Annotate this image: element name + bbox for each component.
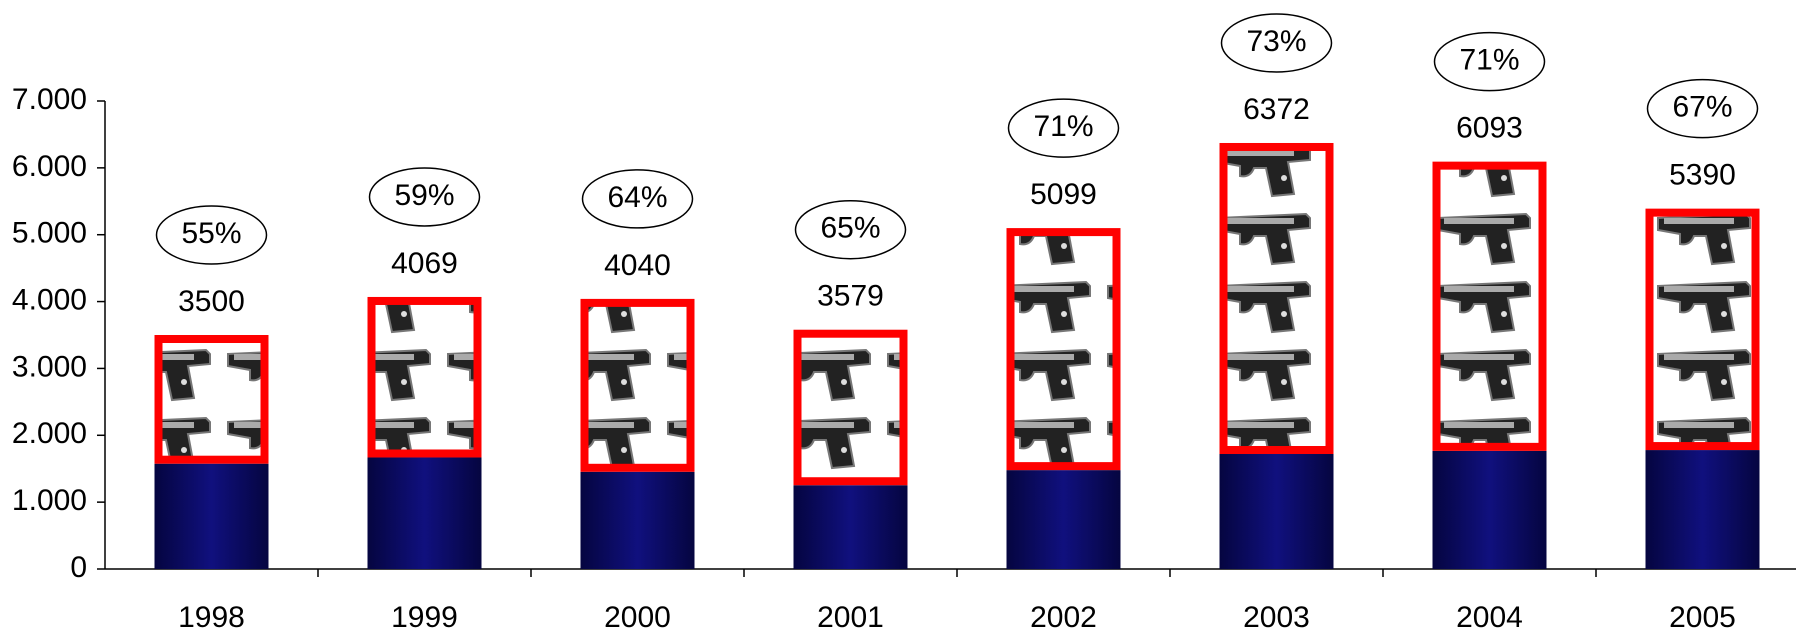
share-ellipse xyxy=(794,199,907,260)
bar-segment xyxy=(1645,450,1760,569)
gun-segment xyxy=(1432,161,1547,451)
y-tick-label: 1.000 xyxy=(12,484,87,517)
bar-segment xyxy=(154,463,269,569)
total-label: 3579 xyxy=(817,280,884,313)
x-tick-label: 2005 xyxy=(1669,601,1736,634)
x-tick-label: 2001 xyxy=(817,601,884,634)
gun-segment xyxy=(154,335,269,464)
share-label: 55% xyxy=(181,217,241,250)
gun-segment xyxy=(1006,228,1121,471)
share-label: 64% xyxy=(607,181,667,214)
bar-segment xyxy=(580,471,695,569)
total-label: 3500 xyxy=(178,285,245,318)
bar-segment xyxy=(1432,450,1547,569)
x-tick-label: 1999 xyxy=(391,601,458,634)
bar-segment xyxy=(793,485,908,569)
gun-segment xyxy=(1645,208,1760,451)
gun-segment xyxy=(793,329,908,486)
share-label: 71% xyxy=(1033,110,1093,143)
y-tick-label: 3.000 xyxy=(12,350,87,383)
y-tick-label: 5.000 xyxy=(12,217,87,250)
x-tick-label: 2000 xyxy=(604,601,671,634)
bar-segment xyxy=(1219,454,1334,569)
y-tick-label: 0 xyxy=(70,551,87,584)
y-tick-label: 7.000 xyxy=(12,83,87,116)
total-label: 6093 xyxy=(1456,112,1523,145)
share-label: 71% xyxy=(1459,44,1519,77)
share-ellipse xyxy=(155,205,268,265)
y-tick-label: 6.000 xyxy=(12,150,87,183)
share-ellipse xyxy=(1646,78,1759,139)
share-label: 67% xyxy=(1672,91,1732,124)
gun-segment xyxy=(580,298,695,472)
y-tick-label: 4.000 xyxy=(12,283,87,316)
x-tick-label: 2003 xyxy=(1243,601,1310,634)
x-tick-label: 1998 xyxy=(178,601,245,634)
total-label: 6372 xyxy=(1243,93,1310,126)
total-label: 5099 xyxy=(1030,178,1097,211)
share-ellipse xyxy=(581,169,694,229)
share-ellipse xyxy=(368,167,481,227)
x-tick-label: 2002 xyxy=(1030,601,1097,634)
total-label: 4069 xyxy=(391,247,458,280)
x-tick-label: 2004 xyxy=(1456,601,1523,634)
gun-segment xyxy=(1219,142,1334,455)
total-label: 4040 xyxy=(604,249,671,282)
bar-segment xyxy=(367,457,482,569)
share-label: 73% xyxy=(1246,25,1306,58)
gun-segment xyxy=(367,296,482,458)
share-ellipse xyxy=(1007,98,1120,158)
share-label: 59% xyxy=(394,179,454,212)
y-tick-label: 2.000 xyxy=(12,417,87,450)
share-label: 65% xyxy=(820,212,880,245)
share-ellipse xyxy=(1433,31,1546,92)
total-label: 5390 xyxy=(1669,159,1736,192)
share-ellipse xyxy=(1220,13,1333,73)
bar-segment xyxy=(1006,470,1121,569)
